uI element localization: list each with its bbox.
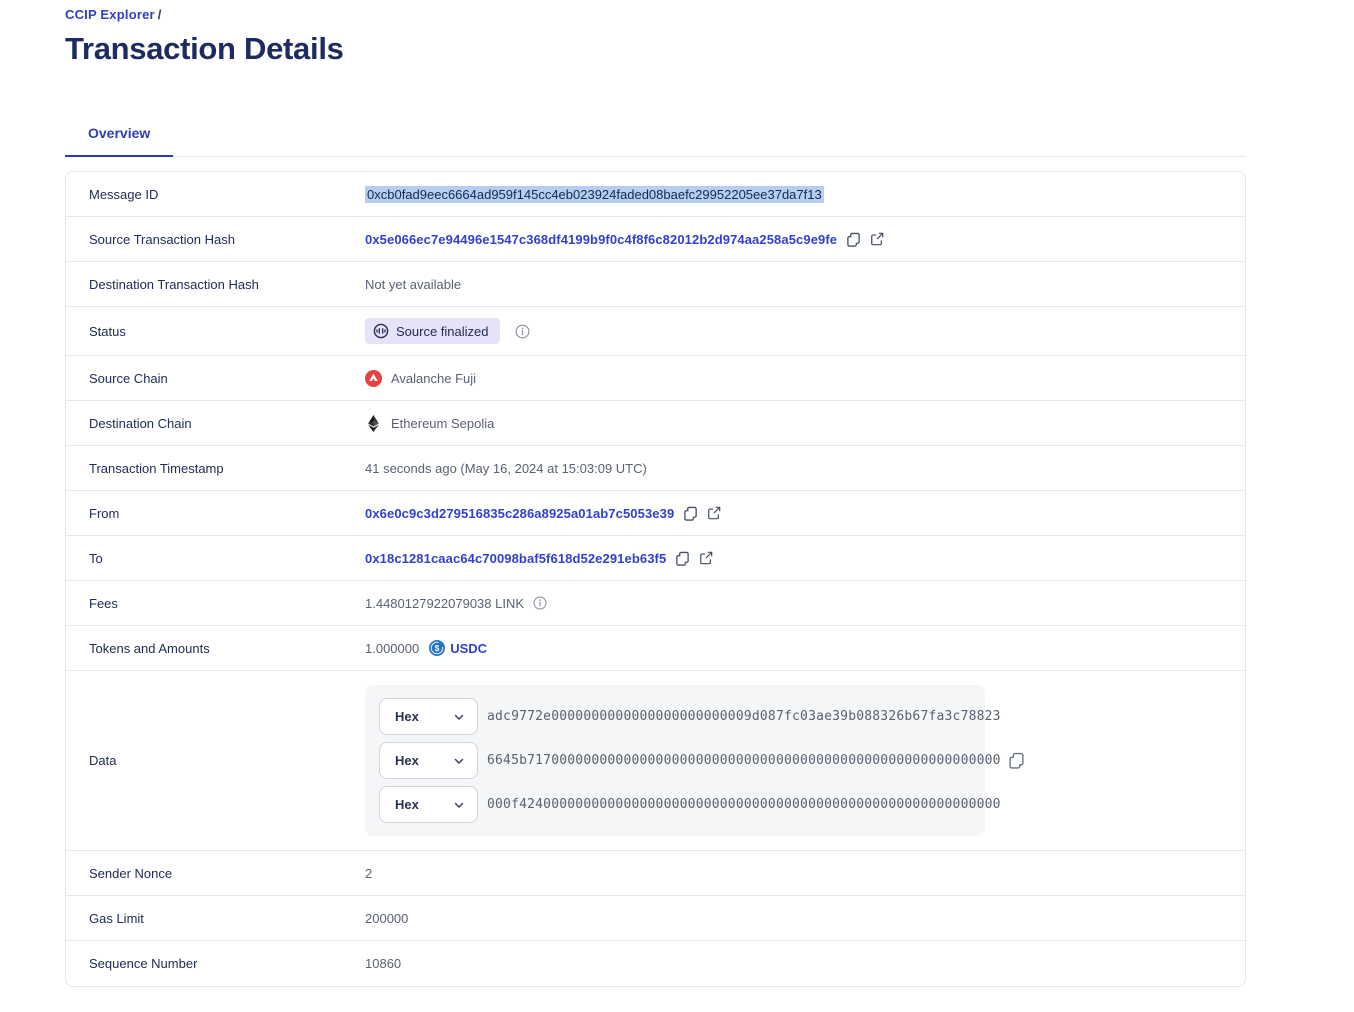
tab-overview[interactable]: Overview <box>65 115 174 157</box>
gas-limit-value: 200000 <box>365 910 409 926</box>
row-to: To 0x18c1281caac64c70098baf5f618d52e291e… <box>66 536 1245 581</box>
copy-icon <box>675 551 690 566</box>
row-data: Data Hex adc9772e00000000000000000000000… <box>66 671 1245 851</box>
data-hex-box: Hex adc9772e0000000000000000000000009d08… <box>365 685 1001 836</box>
sender-nonce-label: Sender Nonce <box>89 865 173 881</box>
copy-button[interactable] <box>846 232 861 247</box>
dest-chain-label: Destination Chain <box>89 415 192 431</box>
sender-nonce-value: 2 <box>365 865 373 881</box>
from-label: From <box>89 505 120 521</box>
format-select-value: Hex <box>395 797 419 812</box>
message-id-label: Message ID <box>89 186 159 202</box>
row-sequence-number: Sequence Number 10860 <box>66 941 1245 986</box>
row-sender-nonce: Sender Nonce 2 <box>66 851 1245 896</box>
tokens-label: Tokens and Amounts <box>89 640 210 656</box>
chevron-down-icon <box>453 755 465 767</box>
row-timestamp: Transaction Timestamp 41 seconds ago (Ma… <box>66 446 1245 491</box>
data-hex-value: 6645b71700000000000000000000000000000000… <box>487 753 1001 768</box>
external-link-button[interactable] <box>707 506 721 520</box>
timestamp-value: 41 seconds ago (May 16, 2024 at 15:03:09… <box>365 460 647 476</box>
to-label: To <box>89 550 103 566</box>
copy-button[interactable] <box>675 551 690 566</box>
source-chain-label: Source Chain <box>89 370 168 386</box>
status-badge-text: Source finalized <box>396 323 489 339</box>
avalanche-logo-icon <box>365 369 382 387</box>
external-link-button[interactable] <box>699 551 713 565</box>
row-source-tx-hash: Source Transaction Hash 0x5e066ec7e94496… <box>66 217 1245 262</box>
tab-bar: Overview <box>65 115 1246 157</box>
transaction-details-page: CCIP Explorer / Transaction Details Overv… <box>65 0 1246 987</box>
row-source-chain: Source Chain Avalanche Fuji <box>66 356 1245 401</box>
data-line: Hex 6645b7170000000000000000000000000000… <box>379 742 1001 779</box>
external-link-icon <box>870 232 884 246</box>
breadcrumb-ccip-explorer-link[interactable]: CCIP Explorer <box>65 7 155 22</box>
data-line: Hex 000f42400000000000000000000000000000… <box>379 786 1001 823</box>
external-link-button[interactable] <box>870 232 884 246</box>
sequence-number-label: Sequence Number <box>89 956 198 971</box>
fees-value: 1.4480127922079038 LINK <box>365 595 525 611</box>
dest-tx-hash-label: Destination Transaction Hash <box>89 276 259 292</box>
copy-button[interactable] <box>683 506 698 521</box>
copy-icon <box>1008 752 1025 769</box>
ethereum-logo-icon <box>365 414 382 432</box>
row-tokens: Tokens and Amounts 1.000000 $ USDC <box>66 626 1245 671</box>
external-link-icon <box>707 506 721 520</box>
data-label: Data <box>89 753 117 768</box>
data-format-select[interactable]: Hex <box>379 698 478 735</box>
usdc-token-link[interactable]: $ USDC <box>429 640 487 656</box>
info-icon <box>515 324 530 339</box>
source-chain-value: Avalanche Fuji <box>391 370 477 386</box>
breadcrumb-separator: / <box>157 7 162 22</box>
data-copy-button[interactable] <box>1008 752 1025 769</box>
row-from: From 0x6e0c9c3d279516835c286a8925a01ab7c… <box>66 491 1245 536</box>
data-hex-value: adc9772e0000000000000000000000009d087fc0… <box>487 709 1001 724</box>
timestamp-label: Transaction Timestamp <box>89 460 224 476</box>
external-link-icon <box>699 551 713 565</box>
chevron-down-icon <box>453 711 465 723</box>
row-gas-limit: Gas Limit 200000 <box>66 896 1245 941</box>
status-badge: Source finalized <box>365 318 500 344</box>
row-status: Status Source finalized <box>66 307 1245 356</box>
dest-chain-value: Ethereum Sepolia <box>391 415 495 431</box>
dest-tx-hash-value: Not yet available <box>365 276 462 292</box>
gas-limit-label: Gas Limit <box>89 910 144 926</box>
data-format-select[interactable]: Hex <box>379 786 478 823</box>
row-fees: Fees 1.4480127922079038 LINK <box>66 581 1245 626</box>
from-address-link[interactable]: 0x6e0c9c3d279516835c286a8925a01ab7c5053e… <box>365 505 675 521</box>
status-label: Status <box>89 323 126 339</box>
row-message-id: Message ID 0xcb0fad9eec6664ad959f145cc4e… <box>66 172 1245 217</box>
to-address-link[interactable]: 0x18c1281caac64c70098baf5f618d52e291eb63… <box>365 550 667 566</box>
row-dest-chain: Destination Chain Ethereum Sepolia <box>66 401 1245 446</box>
copy-icon <box>683 506 698 521</box>
transaction-details-card: Message ID 0xcb0fad9eec6664ad959f145cc4e… <box>65 171 1246 987</box>
format-select-value: Hex <box>395 709 419 724</box>
token-amount: 1.000000 <box>365 640 420 656</box>
data-format-select[interactable]: Hex <box>379 742 478 779</box>
token-symbol: USDC <box>450 640 488 656</box>
usdc-logo-icon: $ <box>429 640 446 656</box>
sequence-number-value: 10860 <box>365 956 402 971</box>
source-tx-hash-link[interactable]: 0x5e066ec7e94496e1547c368df4199b9f0c4f8f… <box>365 231 838 247</box>
chevron-down-icon <box>453 799 465 811</box>
format-select-value: Hex <box>395 753 419 768</box>
source-tx-hash-label: Source Transaction Hash <box>89 231 235 247</box>
svg-text:$: $ <box>435 644 440 653</box>
status-info-button[interactable] <box>515 324 530 339</box>
finality-icon <box>373 323 389 339</box>
row-dest-tx-hash: Destination Transaction Hash Not yet ava… <box>66 262 1245 307</box>
page-title: Transaction Details <box>65 31 344 66</box>
fees-label: Fees <box>89 595 118 611</box>
data-line: Hex adc9772e0000000000000000000000009d08… <box>379 698 1001 735</box>
fees-info-button[interactable] <box>533 596 547 610</box>
breadcrumb: CCIP Explorer / <box>65 7 1246 22</box>
copy-icon <box>846 232 861 247</box>
message-id-value: 0xcb0fad9eec6664ad959f145cc4eb023924fade… <box>365 185 824 203</box>
data-hex-value: 000f424000000000000000000000000000000000… <box>487 797 1001 812</box>
info-icon <box>533 596 547 610</box>
